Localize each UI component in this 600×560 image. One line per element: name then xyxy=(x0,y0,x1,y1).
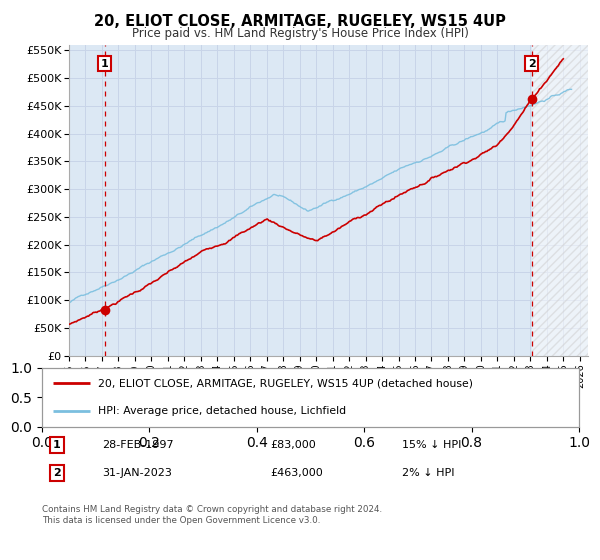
Text: 2: 2 xyxy=(528,59,536,69)
Text: £463,000: £463,000 xyxy=(270,468,323,478)
Text: 31-JAN-2023: 31-JAN-2023 xyxy=(102,468,172,478)
Text: Price paid vs. HM Land Registry's House Price Index (HPI): Price paid vs. HM Land Registry's House … xyxy=(131,27,469,40)
Text: 2% ↓ HPI: 2% ↓ HPI xyxy=(402,468,455,478)
Text: 1: 1 xyxy=(53,440,61,450)
Text: 20, ELIOT CLOSE, ARMITAGE, RUGELEY, WS15 4UP: 20, ELIOT CLOSE, ARMITAGE, RUGELEY, WS15… xyxy=(94,14,506,29)
Text: 20, ELIOT CLOSE, ARMITAGE, RUGELEY, WS15 4UP (detached house): 20, ELIOT CLOSE, ARMITAGE, RUGELEY, WS15… xyxy=(98,378,473,388)
Text: 28-FEB-1997: 28-FEB-1997 xyxy=(102,440,173,450)
Text: 2: 2 xyxy=(53,468,61,478)
Text: HPI: Average price, detached house, Lichfield: HPI: Average price, detached house, Lich… xyxy=(98,407,347,417)
Text: 1: 1 xyxy=(101,59,109,69)
Text: £83,000: £83,000 xyxy=(270,440,316,450)
Text: 15% ↓ HPI: 15% ↓ HPI xyxy=(402,440,461,450)
Text: Contains HM Land Registry data © Crown copyright and database right 2024.
This d: Contains HM Land Registry data © Crown c… xyxy=(42,505,382,525)
